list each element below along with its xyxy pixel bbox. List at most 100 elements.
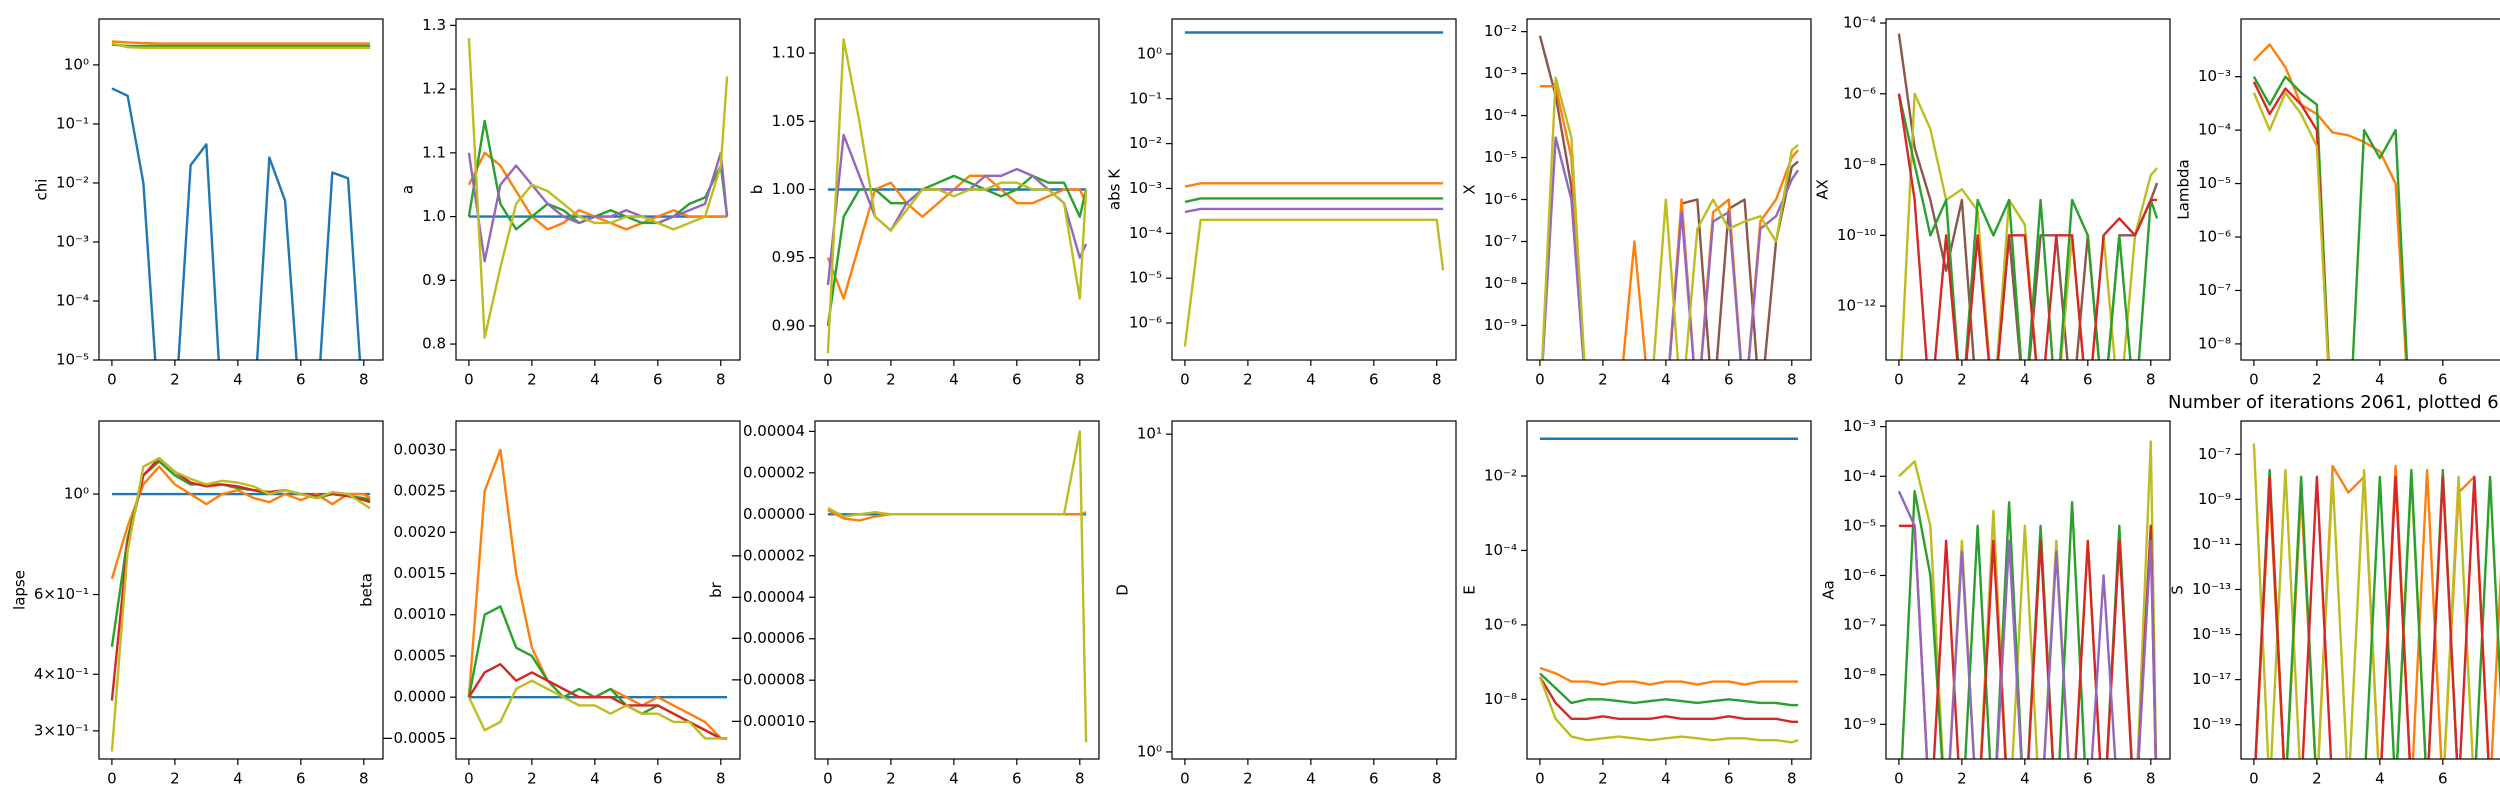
y-tick-label: 10⁻⁴	[2198, 121, 2231, 139]
y-tick-label: 0.00000	[743, 505, 805, 523]
y-axis-label: Aa	[1819, 580, 1837, 599]
x-tick-label: 4	[233, 371, 243, 389]
x-tick-label: 6	[1369, 371, 1379, 389]
series-line	[2252, 81, 2330, 360]
y-tick-label: −0.00002	[730, 546, 805, 564]
y-tick-label: 0.00002	[743, 463, 805, 481]
x-tick-label: 0	[823, 770, 833, 788]
y-tick-label: 1.05	[772, 112, 805, 130]
x-tick-label: 2	[170, 770, 180, 788]
y-tick-label: 0.0020	[394, 523, 447, 541]
y-tick-label: 10⁻⁴	[56, 291, 89, 309]
series-line	[110, 460, 371, 647]
panel: 0 2 4 6 8 10⁻⁸ 10⁻⁶ 10⁻⁴ 10⁻² E	[1460, 420, 1812, 788]
x-tick-label: 6	[653, 770, 663, 788]
axes-frame	[1526, 18, 1812, 361]
x-tick-label: 8	[1075, 371, 1085, 389]
series-line	[826, 174, 1088, 327]
panel: 0246810⁻¹⁹10⁻¹⁷10⁻¹⁵10⁻¹³10⁻¹¹10⁻⁹10⁻⁷SN…	[2168, 392, 2500, 788]
y-tick-label: 10⁻²	[1484, 22, 1517, 40]
series-line	[110, 457, 371, 752]
x-tick-label: 4	[2020, 770, 2030, 788]
series-line	[827, 430, 1088, 743]
y-tick-label: −0.00004	[730, 588, 805, 606]
y-tick-label: 10⁻⁶	[1484, 615, 1517, 633]
series-line	[1898, 524, 2157, 759]
y-tick-label: 10⁰	[1137, 44, 1162, 62]
x-tick-label: 4	[1661, 371, 1671, 389]
y-tick-label: 0.90	[772, 316, 805, 334]
y-tick-label: 0.0005	[394, 646, 447, 664]
x-tick-label: 4	[2375, 371, 2385, 389]
axes-frame	[814, 18, 1100, 361]
x-tick-label: 0	[107, 371, 117, 389]
y-tick-label: 10⁻⁶	[1843, 84, 1876, 102]
series-line	[2252, 443, 2474, 759]
y-tick-label: 10⁰	[1137, 742, 1162, 760]
series-line	[467, 151, 729, 263]
y-tick-label: 3×10⁻¹	[34, 721, 89, 739]
series-line	[467, 151, 728, 231]
x-tick-label: 4	[949, 371, 959, 389]
y-axis-label: lapse	[10, 570, 28, 610]
series-line	[111, 42, 371, 50]
panel: 0 2 4 6 8 0.90 0.95 1.00 1.05 1.10 b	[748, 18, 1100, 389]
axes-frame	[1885, 18, 2171, 361]
x-tick-label: 0	[1535, 371, 1545, 389]
x-tick-label: 2	[2312, 770, 2322, 788]
y-tick-label: 10⁻⁷	[1484, 232, 1517, 250]
y-tick-label: 0.9	[422, 271, 446, 289]
x-tick-label: 2	[2312, 371, 2322, 389]
y-tick-label: 0.0000	[394, 688, 447, 706]
x-tick-label: 4	[590, 770, 600, 788]
y-tick-label: 10⁻⁷	[2198, 445, 2231, 463]
x-tick-label: 8	[1787, 371, 1797, 389]
y-tick-label: 10⁻¹¹	[2192, 535, 2231, 553]
series-line	[2254, 475, 2490, 759]
y-tick-label: 10⁻⁴	[1484, 106, 1517, 124]
series-line	[1184, 182, 1444, 188]
x-tick-label: 8	[1075, 770, 1085, 788]
y-tick-label: 10⁻³	[1129, 179, 1162, 197]
y-tick-label: 0.0010	[394, 605, 447, 623]
x-tick-label: 2	[1598, 371, 1608, 389]
axes-frame	[2240, 18, 2500, 361]
series-line	[467, 38, 729, 339]
x-tick-label: 2	[1243, 371, 1253, 389]
y-tick-label: 10⁻⁹	[1484, 316, 1517, 334]
y-tick-label: 10⁻¹⁷	[2192, 670, 2231, 688]
series-line	[1538, 676, 1799, 723]
series-line	[826, 38, 1088, 354]
y-tick-label: 10⁻⁵	[1129, 269, 1162, 287]
panel: 0 2 4 6 8 3×10⁻¹ 4×10⁻¹ 6×10⁻¹ 10⁰ lapse	[10, 420, 384, 788]
x-tick-label: 2	[1243, 770, 1253, 788]
panel: 0 2 4 6 8 10⁻⁵ 10⁻⁴ 10⁻³ 10⁻² 10⁻¹ 10⁰ chi	[32, 18, 384, 389]
y-tick-label: 0.95	[772, 248, 805, 266]
series-line	[1538, 676, 1799, 744]
y-tick-label: 10⁻¹⁰	[1837, 226, 1876, 244]
x-tick-label: 8	[716, 371, 726, 389]
series-line	[1539, 666, 1799, 686]
y-tick-label: 10⁰	[64, 55, 89, 73]
x-tick-label: 2	[886, 770, 896, 788]
y-tick-label: 6×10⁻¹	[34, 585, 89, 603]
x-tick-label: 0	[2249, 371, 2259, 389]
y-axis-label: E	[1460, 585, 1478, 594]
y-axis-label: Lambda	[2174, 159, 2192, 219]
y-tick-label: 10⁻³	[1484, 64, 1517, 82]
axes-frame	[98, 420, 384, 760]
series-line	[1539, 672, 1799, 707]
y-tick-label: 1.3	[422, 16, 446, 34]
axes-frame	[1171, 420, 1457, 760]
y-tick-label: 1.00	[772, 180, 805, 198]
y-tick-label: 10⁻⁸	[1484, 690, 1517, 708]
x-tick-label: 4	[2375, 770, 2385, 788]
series-line	[2252, 91, 2330, 360]
panel: 0 2 4 6 8 0.8 0.9 1.0 1.1 1.2 1.3 a	[399, 16, 741, 389]
axes-frame	[455, 420, 741, 760]
x-tick-label: 4	[590, 371, 600, 389]
x-tick-label: 6	[2083, 770, 2093, 788]
x-tick-label: 6	[1012, 371, 1022, 389]
